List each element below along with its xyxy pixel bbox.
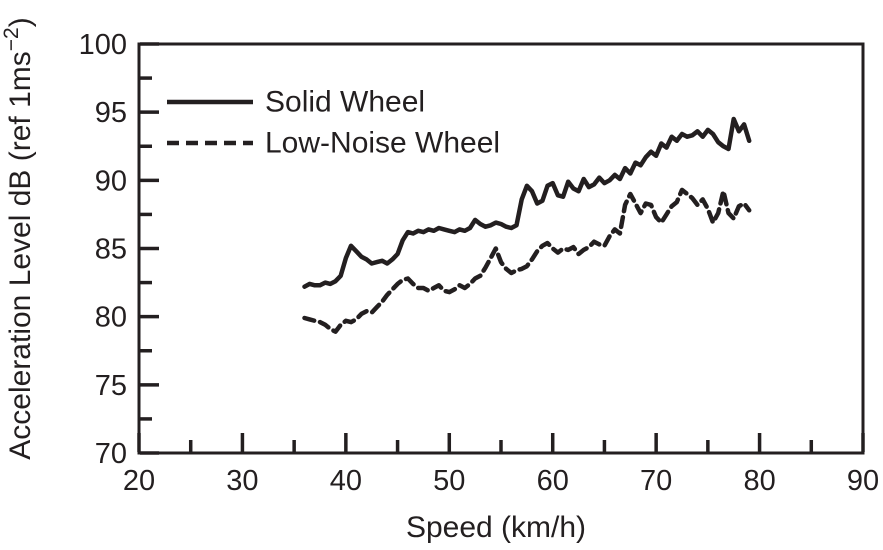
x-tick-label: 70 (640, 465, 672, 497)
y-tick-label: 75 (95, 370, 127, 402)
legend-label: Solid Wheel (265, 86, 425, 119)
x-axis-title: Speed (km/h) (406, 511, 586, 544)
x-tick-label: 20 (123, 465, 155, 497)
y-tick-label: 80 (95, 302, 127, 334)
y-tick-label: 70 (95, 438, 127, 470)
x-tick-label: 90 (847, 465, 879, 497)
y-tick-label: 100 (79, 29, 127, 61)
x-tick-label: 40 (330, 465, 362, 497)
series-line-solid-wheel (302, 116, 752, 289)
y-tick-label: 90 (95, 165, 127, 197)
x-tick-label: 30 (226, 465, 258, 497)
x-tick-label: 60 (537, 465, 569, 497)
series-line-low-noise-wheel (302, 187, 752, 334)
y-tick-label: 85 (95, 234, 127, 266)
y-tick-label: 95 (95, 97, 127, 129)
x-tick-label: 80 (743, 465, 775, 497)
plot-border (137, 42, 865, 455)
x-tick-label: 50 (433, 465, 465, 497)
y-axis-title: Acceleration Level dB (ref 1ms−2) (0, 17, 37, 459)
legend-label: Low-Noise Wheel (265, 127, 500, 160)
